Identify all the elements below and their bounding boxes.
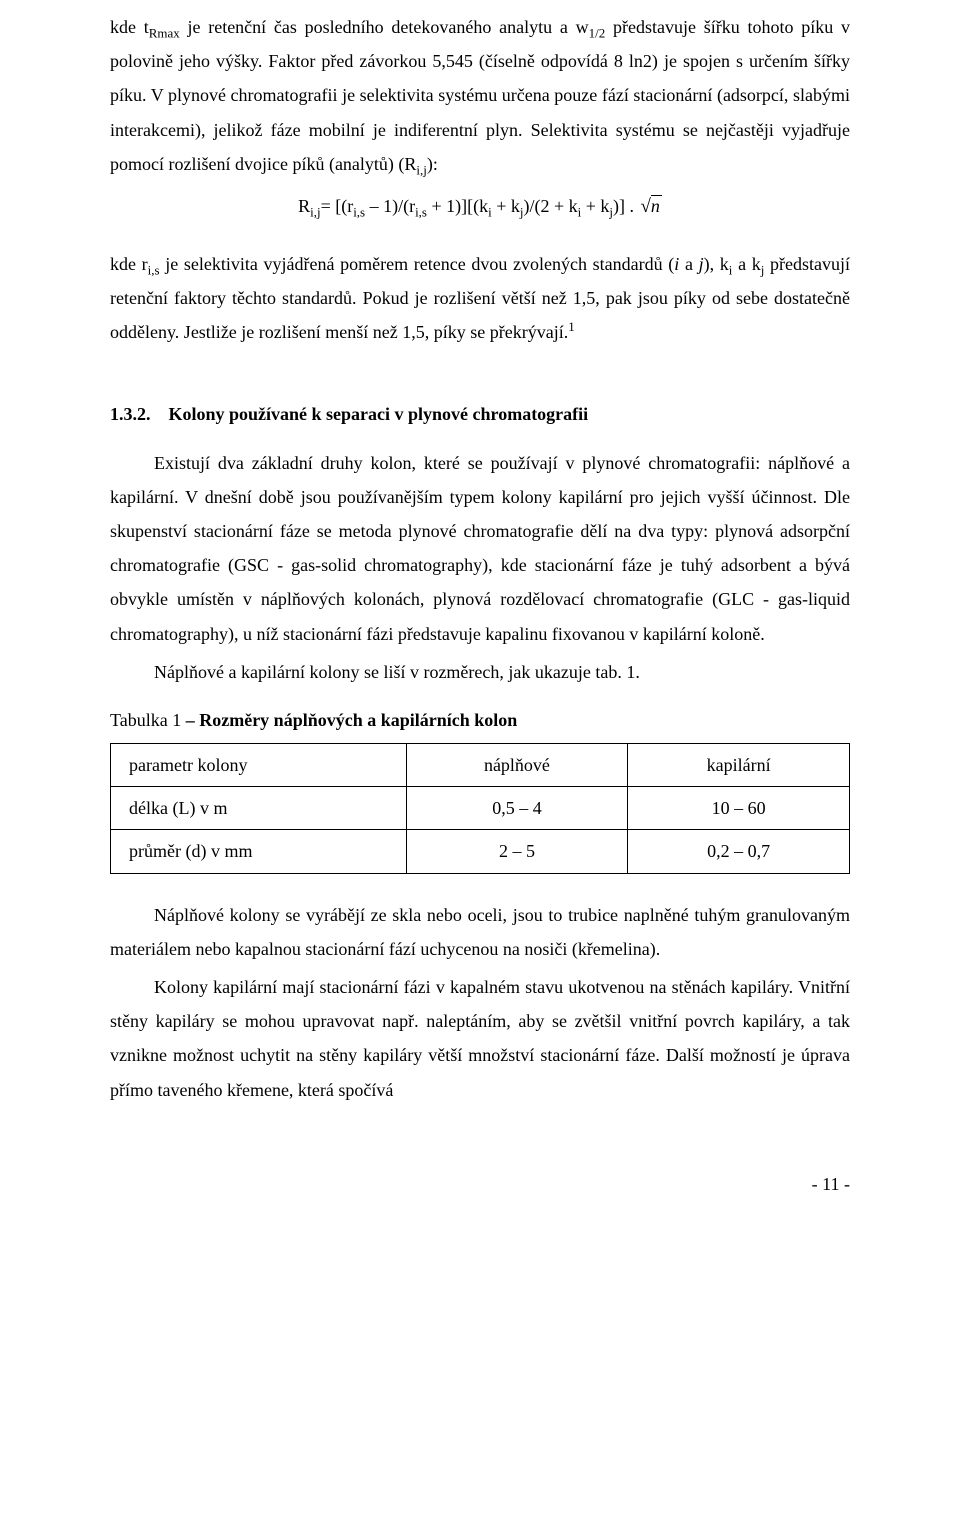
- table-cell: 0,5 – 4: [406, 787, 628, 830]
- sqrt-icon: n: [639, 189, 662, 225]
- text: )] .: [613, 196, 639, 216]
- dimensions-table: parametr kolony náplňové kapilární délka…: [110, 743, 850, 874]
- table-header: náplňové: [406, 744, 628, 787]
- text: )/(2 + k: [523, 196, 577, 216]
- paragraph-2: kde ri,s je selektivita vyjádřená poměre…: [110, 247, 850, 350]
- paragraph-3: Existují dva základní druhy kolon, které…: [110, 446, 850, 651]
- text: kde t: [110, 17, 149, 37]
- subscript: i,j: [310, 205, 320, 220]
- text: ), k: [704, 254, 729, 274]
- table-row: délka (L) v m 0,5 – 4 10 – 60: [111, 787, 850, 830]
- text: + k: [492, 196, 520, 216]
- subscript: Rmax: [149, 26, 180, 41]
- text: představuje šířku tohoto píku v polovině…: [110, 17, 850, 174]
- paragraph-4: Náplňové a kapilární kolony se liší v ro…: [110, 655, 850, 689]
- superscript: 1: [568, 319, 574, 334]
- table-header: parametr kolony: [111, 744, 407, 787]
- table-cell: průměr (d) v mm: [111, 830, 407, 873]
- text: je selektivita vyjádřená poměrem retence…: [160, 254, 675, 274]
- text: = [(r: [321, 196, 354, 216]
- text: R: [298, 196, 310, 216]
- table-caption: Tabulka 1 – Rozměry náplňových a kapilár…: [110, 703, 850, 737]
- paragraph-1: kde tRmax je retenční čas posledního det…: [110, 10, 850, 181]
- table-header: kapilární: [628, 744, 850, 787]
- table-cell: 0,2 – 0,7: [628, 830, 850, 873]
- table-cell: 10 – 60: [628, 787, 850, 830]
- subscript: 1/2: [589, 26, 606, 41]
- paragraph-5: Náplňové kolony se vyrábějí ze skla nebo…: [110, 898, 850, 966]
- subscript: i,s: [415, 205, 427, 220]
- caption-label: Tabulka 1: [110, 710, 186, 730]
- table-row: průměr (d) v mm 2 – 5 0,2 – 0,7: [111, 830, 850, 873]
- text: kde r: [110, 254, 148, 274]
- text: + 1)][(k: [427, 196, 488, 216]
- table-row: parametr kolony náplňové kapilární: [111, 744, 850, 787]
- text: + k: [581, 196, 609, 216]
- page-number: - 11 -: [110, 1167, 850, 1201]
- text: je retenční čas posledního detekovaného …: [180, 17, 589, 37]
- text: ):: [427, 154, 438, 174]
- text: a k: [732, 254, 760, 274]
- formula: Ri,j= [(ri,s – 1)/(ri,s + 1)][(ki + kj)/…: [110, 189, 850, 225]
- subscript: i,s: [148, 262, 160, 277]
- subscript: i,j: [416, 162, 426, 177]
- table-cell: délka (L) v m: [111, 787, 407, 830]
- caption-title: – Rozměry náplňových a kapilárních kolon: [186, 710, 518, 730]
- text: a: [679, 254, 698, 274]
- table-cell: 2 – 5: [406, 830, 628, 873]
- paragraph-6: Kolony kapilární mají stacionární fázi v…: [110, 970, 850, 1107]
- page-container: kde tRmax je retenční čas posledního det…: [0, 0, 960, 1241]
- subscript: i,s: [353, 205, 365, 220]
- section-heading: 1.3.2. Kolony používané k separaci v ply…: [110, 397, 850, 431]
- text: – 1)/(r: [365, 196, 415, 216]
- radicand: n: [651, 195, 662, 216]
